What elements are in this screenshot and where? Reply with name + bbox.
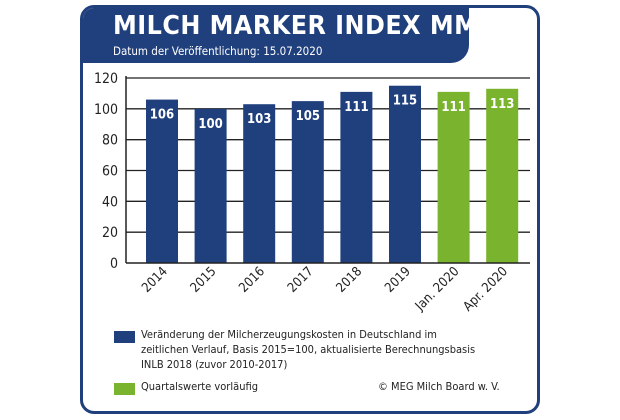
bar-2015 bbox=[194, 108, 227, 263]
data-label: 111 bbox=[344, 100, 368, 115]
bar-2016 bbox=[243, 104, 276, 263]
data-label: 103 bbox=[247, 112, 271, 127]
y-tick-label: 20 bbox=[102, 225, 118, 241]
x-tick-label: 2015 bbox=[188, 264, 220, 296]
x-tick-label: 2017 bbox=[285, 264, 317, 296]
copyright: © MEG Milch Board w. V. bbox=[378, 380, 500, 393]
legend-quarterly: Quartalswerte vorläufig bbox=[141, 380, 258, 393]
x-tick-label: 2018 bbox=[334, 264, 366, 296]
data-label: 111 bbox=[441, 100, 465, 115]
bar-jan2020 bbox=[437, 91, 470, 263]
bar-2018 bbox=[340, 91, 373, 263]
publication-date: Datum der Veröffentlichung: 15.07.2020 bbox=[113, 44, 323, 58]
bar-2019 bbox=[389, 85, 421, 263]
bar-2017 bbox=[291, 101, 324, 263]
y-tick-label: 80 bbox=[102, 133, 118, 149]
data-label: 115 bbox=[393, 94, 417, 109]
y-tick-label: 60 bbox=[102, 164, 118, 180]
x-tick-label: 2016 bbox=[236, 264, 268, 296]
data-label: 113 bbox=[490, 97, 514, 112]
bar-apr2020 bbox=[486, 88, 519, 264]
chart-title: MILCH MARKER INDEX MMI bbox=[113, 11, 488, 41]
y-tick-label: 40 bbox=[102, 194, 118, 210]
x-tick-label: Jan. 2020 bbox=[412, 264, 462, 314]
header-banner: MILCH MARKER INDEX MMI Datum der Veröffe… bbox=[83, 8, 487, 63]
data-label: 105 bbox=[296, 109, 320, 124]
bar-2014 bbox=[146, 99, 178, 263]
data-label: 100 bbox=[198, 117, 222, 132]
x-tick-label: 2014 bbox=[139, 264, 171, 296]
y-tick-label: 120 bbox=[94, 71, 118, 87]
y-tick-label: 100 bbox=[94, 102, 118, 118]
data-label: 106 bbox=[150, 108, 174, 123]
legend-annual: Veränderung der Milcherzeugungskosten in… bbox=[141, 328, 476, 371]
legend-swatch-annual bbox=[114, 331, 135, 343]
chart-card: MILCH MARKER INDEX MMI Datum der Veröffe… bbox=[80, 5, 540, 414]
y-tick-label: 0 bbox=[110, 256, 118, 272]
x-tick-label: 2019 bbox=[382, 264, 414, 296]
x-tick-label: Apr. 2020 bbox=[461, 264, 511, 314]
legend-swatch-quarterly bbox=[114, 383, 135, 395]
